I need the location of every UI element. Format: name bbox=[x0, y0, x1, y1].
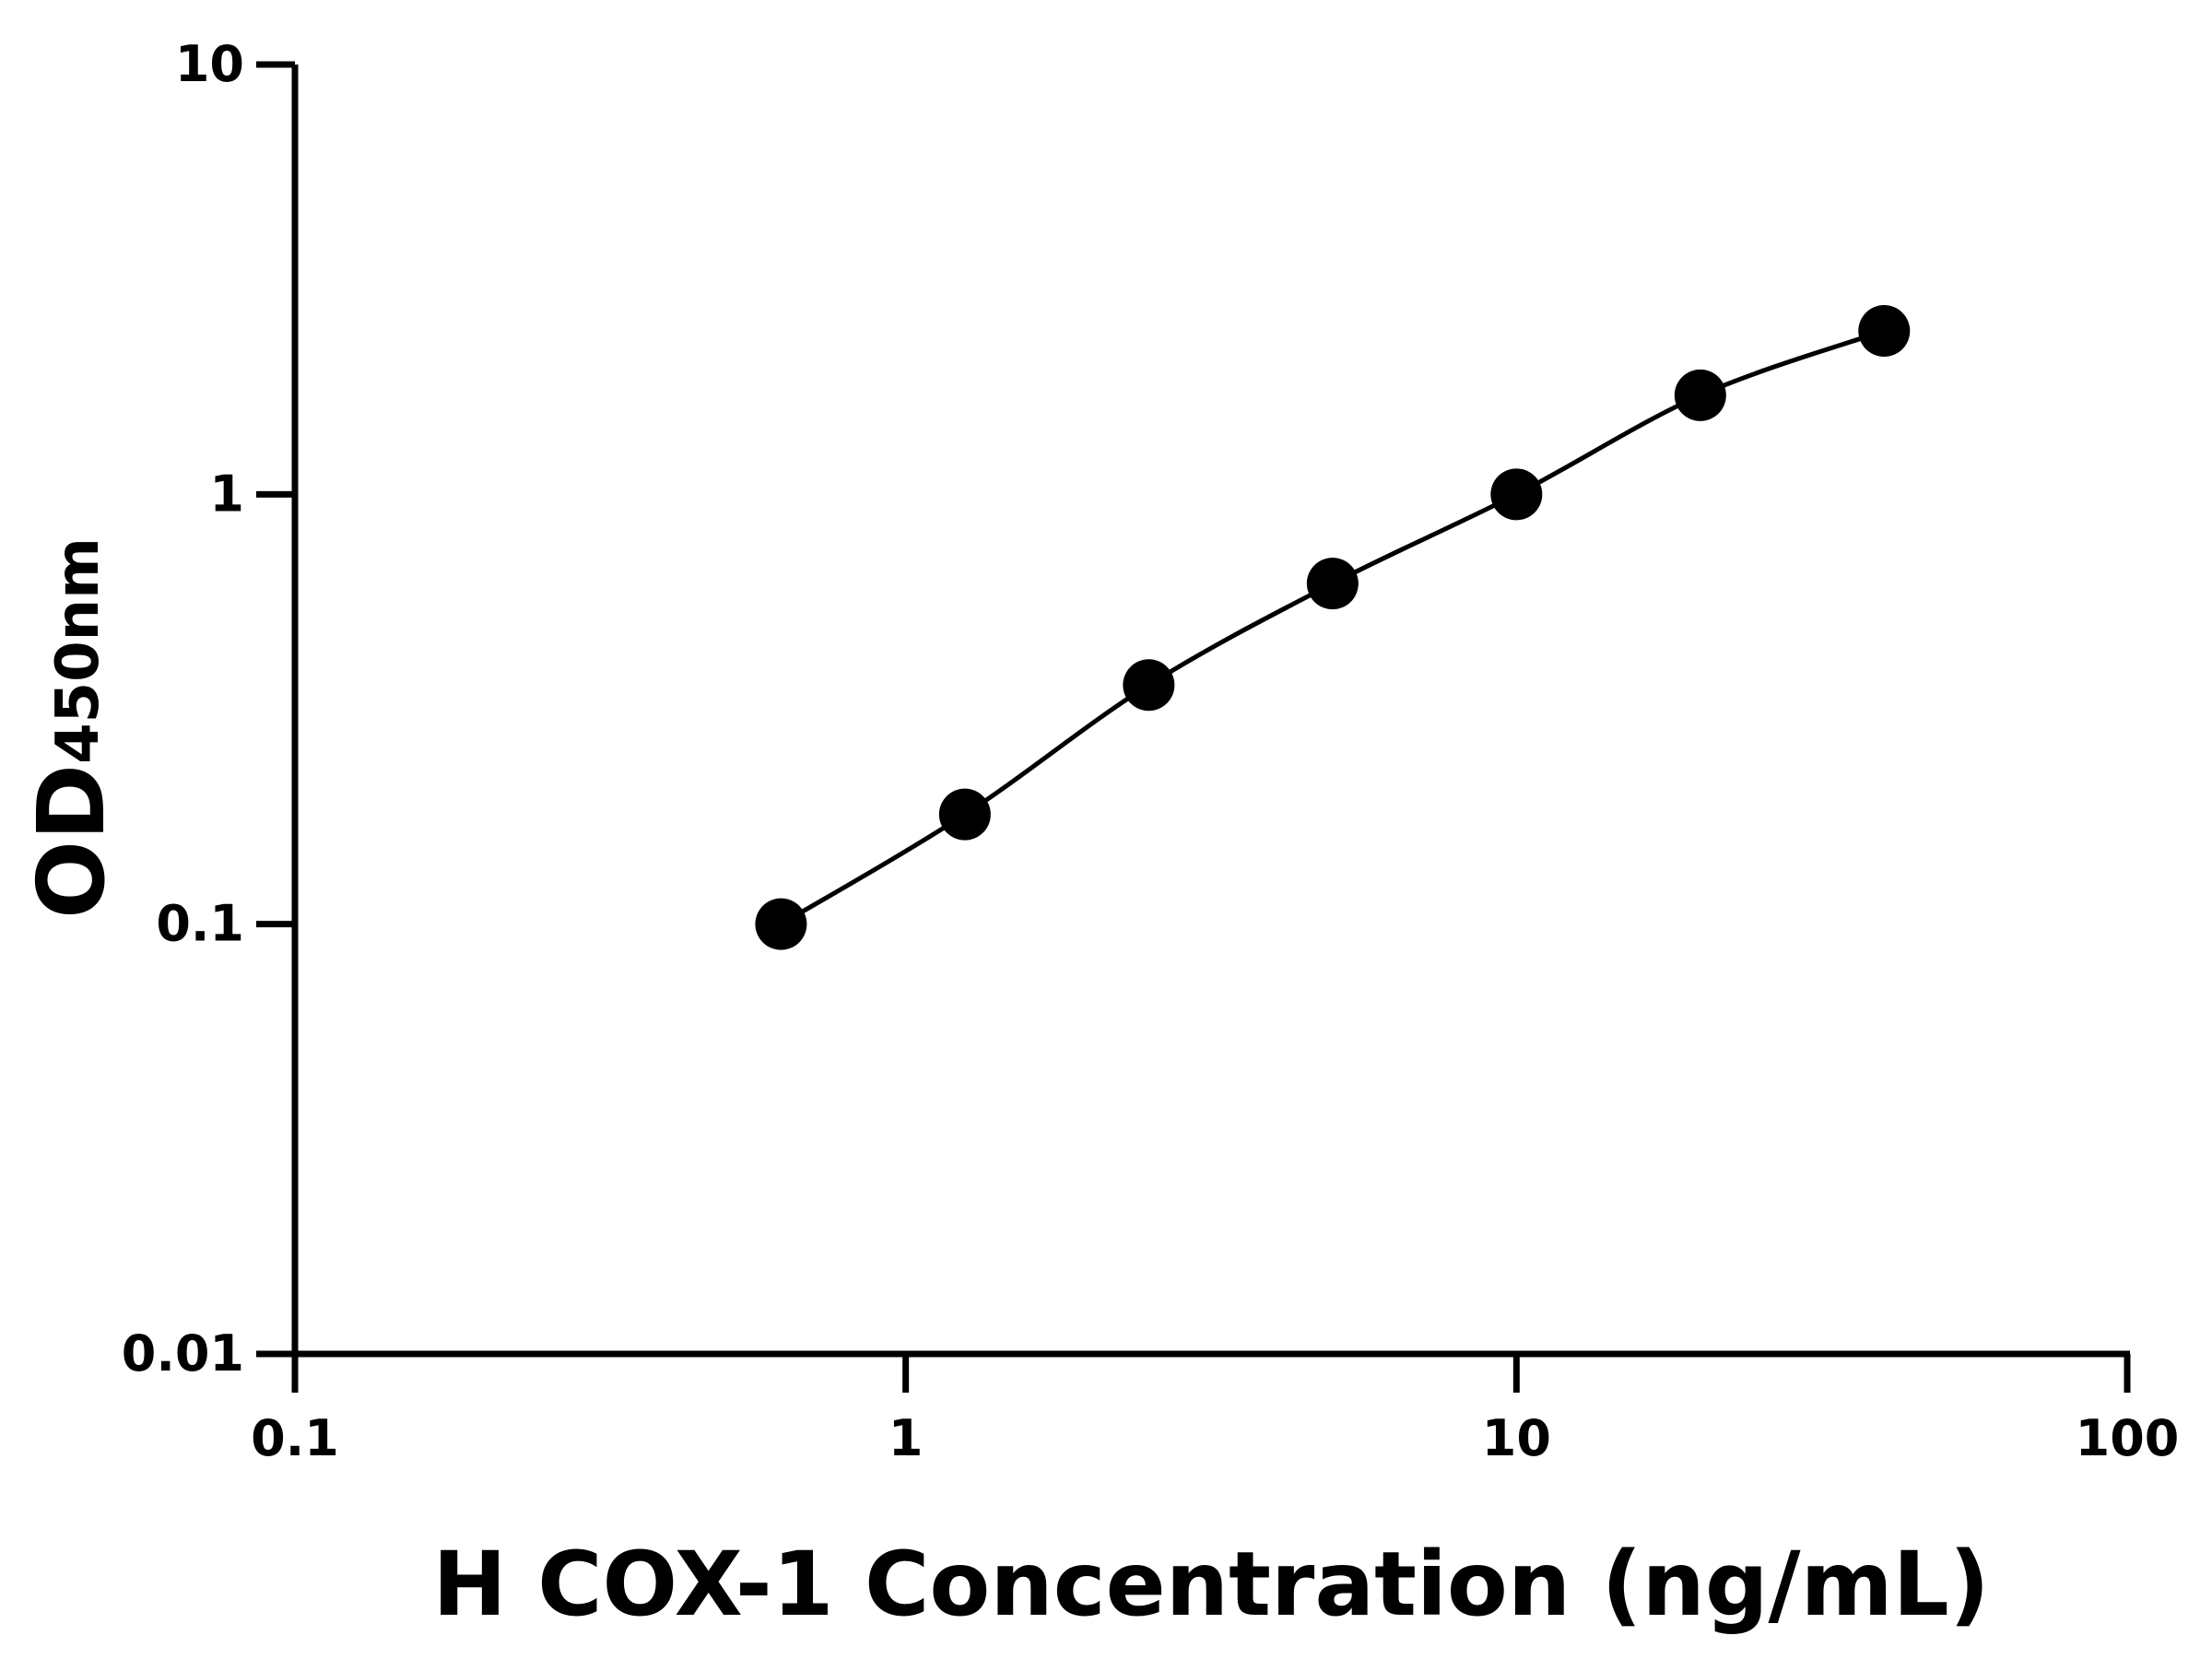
y-axis-label-subscript: 450nm bbox=[44, 537, 112, 764]
y-axis-label-main: OD bbox=[18, 764, 125, 919]
data-point bbox=[1858, 305, 1911, 358]
x-tick-label: 100 bbox=[2076, 1409, 2180, 1467]
y-tick-label: 0.1 bbox=[156, 895, 244, 953]
y-tick-label: 1 bbox=[209, 465, 244, 523]
data-point bbox=[755, 898, 807, 950]
data-point bbox=[938, 788, 991, 841]
data-point bbox=[1306, 558, 1359, 610]
y-axis-label: OD450nm bbox=[18, 537, 125, 919]
fit-line bbox=[780, 328, 1886, 926]
x-tick-label: 10 bbox=[1482, 1409, 1551, 1467]
y-tick-label: 0.01 bbox=[122, 1324, 244, 1382]
x-tick-label: 1 bbox=[888, 1409, 924, 1467]
data-point bbox=[1490, 468, 1543, 521]
data-point bbox=[1674, 369, 1726, 421]
x-tick-label: 0.1 bbox=[251, 1409, 339, 1467]
data-point bbox=[1123, 659, 1175, 712]
x-axis-label: H COX-1 Concentration (ng/mL) bbox=[432, 1533, 1989, 1636]
y-tick-label: 10 bbox=[175, 35, 244, 93]
